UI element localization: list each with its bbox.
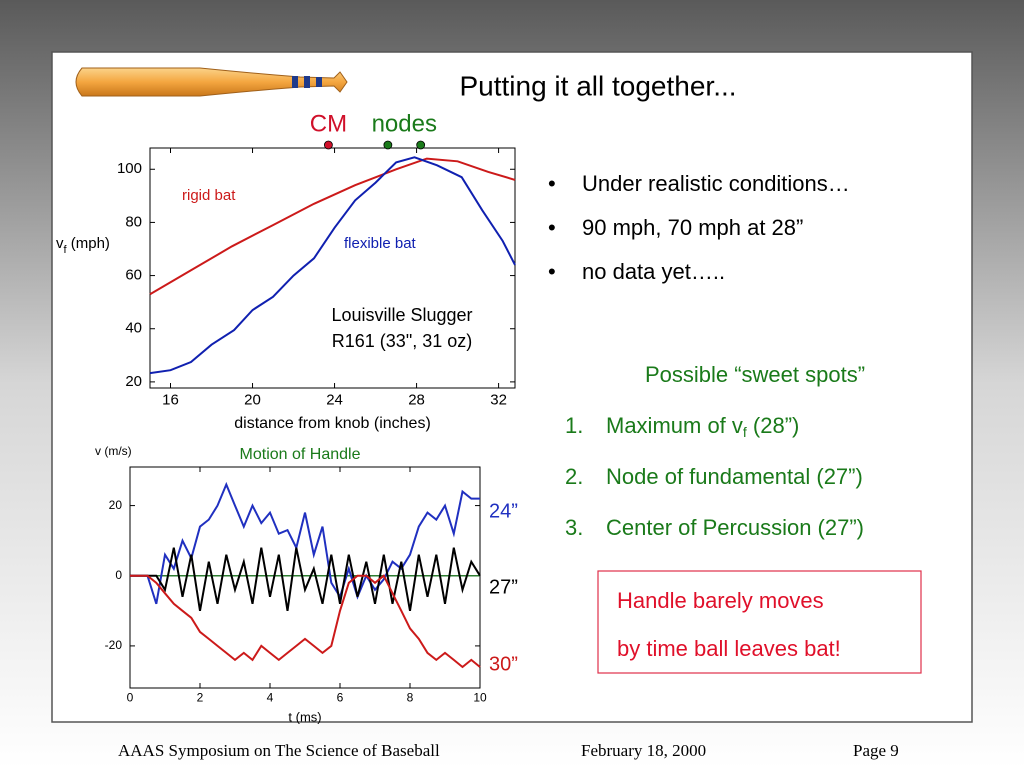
x-tick-label: 32	[490, 391, 507, 408]
slide-title: Putting it all together...	[459, 70, 736, 101]
bullet-mark: •	[548, 259, 556, 284]
item-text: Node of fundamental (27”)	[606, 464, 863, 489]
marker-point	[383, 140, 393, 150]
footer-center: February 18, 2000	[581, 741, 706, 760]
x-tick-label: 16	[162, 391, 179, 408]
note-line: by time ball leaves bat!	[617, 636, 841, 661]
y-tick-label: 40	[125, 320, 142, 337]
bat-icon	[75, 67, 348, 97]
series-line	[130, 481, 480, 605]
marker-point	[416, 140, 426, 150]
y-tick-label: 0	[115, 568, 122, 582]
annotation: Louisville Slugger	[331, 305, 472, 325]
series-line	[130, 547, 481, 611]
bullet-text: 90 mph, 70 mph at 28”	[582, 215, 803, 240]
note-line: Handle barely moves	[617, 588, 824, 613]
legend-label: 24”	[489, 500, 518, 522]
bullet-list: • Under realistic conditions… • 90 mph, 70 …	[548, 171, 850, 284]
x-tick-label: 28	[408, 391, 425, 408]
footer-left: AAAS Symposium on The Science of Basebal…	[118, 741, 440, 760]
item-text-main: Center of Percussion (27”)	[606, 515, 864, 540]
y-tick-label: 20	[109, 498, 123, 512]
bullet-text: Under realistic conditions…	[582, 171, 850, 196]
x-tick-label: 2	[197, 691, 204, 705]
item-text-after: (28”)	[747, 413, 800, 438]
y-axis-label: v (m/s)	[95, 444, 132, 458]
y-axis-label: vf (mph)	[56, 235, 110, 256]
y-axis-label-main: v	[56, 235, 64, 252]
series-label: flexible bat	[344, 235, 417, 252]
x-tick-label: 6	[337, 691, 344, 705]
sweet-spots-heading: Possible “sweet spots”	[645, 362, 865, 387]
x-tick-label: 20	[244, 391, 261, 408]
y-tick-label: -20	[105, 638, 123, 652]
item-text-main: Node of fundamental (27”)	[606, 464, 863, 489]
y-tick-label: 80	[125, 213, 142, 230]
y-tick-label: 100	[117, 160, 142, 177]
item-subscript: f	[743, 424, 747, 440]
content-panel	[51, 51, 973, 723]
marker-label: nodes	[372, 110, 437, 137]
y-axis-label-after: (mph)	[67, 235, 110, 252]
marker-point	[323, 140, 333, 150]
item-text: Center of Percussion (27”)	[606, 515, 864, 540]
series-line	[149, 157, 516, 296]
footer-right: Page 9	[853, 741, 899, 760]
item-number: 1.	[565, 413, 583, 438]
y-axis-label-sub: f	[64, 244, 68, 256]
x-axis-label: t (ms)	[288, 709, 321, 724]
marker-label: CM	[310, 110, 347, 137]
y-tick-label: 60	[125, 267, 142, 284]
note-box	[597, 570, 922, 674]
bullet-mark: •	[548, 171, 556, 196]
bullet-text: no data yet…..	[582, 259, 725, 284]
legend-label: 30”	[489, 653, 518, 675]
x-tick-label: 0	[127, 691, 134, 705]
item-number: 2.	[565, 464, 583, 489]
item-text: Maximum of vf (28”)	[606, 413, 799, 440]
legend-label: 27”	[489, 576, 518, 598]
series-line	[149, 156, 516, 375]
x-tick-label: 4	[267, 691, 274, 705]
annotation: R161 (33", 31 oz)	[332, 331, 472, 351]
x-tick-label: 24	[326, 391, 343, 408]
chart-title: Motion of Handle	[240, 446, 361, 463]
series-label: rigid bat	[182, 187, 236, 204]
x-tick-label: 10	[473, 691, 487, 705]
plot-frame	[149, 147, 516, 389]
series-line	[130, 574, 481, 669]
x-axis-label: distance from knob (inches)	[234, 415, 431, 432]
sweet-spots-list: 1. Maximum of vf (28”) 2. Node of fundament…	[565, 413, 864, 540]
item-number: 3.	[565, 515, 583, 540]
y-tick-label: 20	[125, 373, 142, 390]
x-tick-label: 8	[407, 691, 414, 705]
item-text-main: Maximum of v	[606, 413, 743, 438]
bullet-mark: •	[548, 215, 556, 240]
plot-frame	[129, 466, 481, 689]
